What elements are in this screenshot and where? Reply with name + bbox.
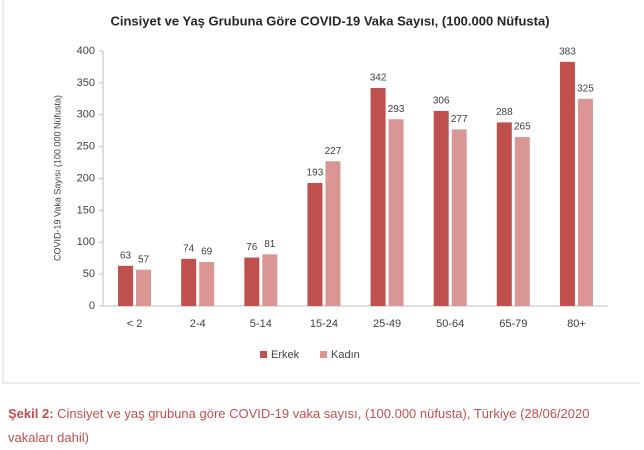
bar: [577, 98, 593, 306]
legend-label: Erkek: [271, 349, 300, 361]
bar: [244, 257, 260, 306]
value-label: 325: [577, 83, 594, 94]
y-tick-label: 300: [77, 109, 95, 121]
value-label: 193: [307, 168, 324, 179]
x-tick-label: 80+: [567, 318, 586, 330]
bar: [181, 258, 197, 306]
caption-label: Şekil 2:: [8, 406, 54, 421]
bar: [136, 269, 152, 306]
bar: [199, 262, 215, 306]
legend-label: Kadın: [331, 349, 360, 361]
y-tick-label: 50: [83, 268, 95, 280]
bar: [262, 254, 278, 306]
bar: [514, 137, 530, 306]
legend-swatch: [260, 351, 267, 358]
x-tick-label: 5-14: [250, 318, 272, 330]
bar: [370, 87, 386, 306]
chart-title: Cinsiyet ve Yaş Grubuna Göre COVID-19 Va…: [110, 13, 549, 28]
x-tick-label: 25-49: [373, 318, 401, 330]
y-axis-label: COVID-19 Vaka Sayısı (100.000 Nüfusta): [52, 95, 62, 261]
value-label: 306: [433, 96, 450, 107]
legend-swatch: [320, 351, 327, 358]
bar: [388, 119, 404, 307]
bar: [118, 265, 134, 306]
value-label: 57: [138, 254, 150, 265]
value-label: 81: [264, 239, 276, 250]
bar: [451, 129, 467, 306]
caption: Şekil 2: Cinsiyet ve yaş grubuna göre CO…: [8, 402, 633, 450]
value-label: 383: [559, 46, 576, 57]
value-label: 76: [246, 242, 258, 253]
bar: [325, 161, 341, 306]
bar: [496, 122, 512, 307]
bar: [307, 182, 323, 306]
x-tick-label: 50-64: [436, 318, 464, 330]
x-tick-label: 65-79: [499, 318, 527, 330]
y-tick-label: 150: [77, 204, 95, 216]
bar: [433, 110, 449, 306]
bar: [559, 61, 575, 307]
value-label: 69: [201, 247, 213, 258]
y-tick-label: 350: [77, 77, 95, 89]
y-tick-label: 400: [77, 45, 95, 57]
value-label: 63: [120, 250, 132, 261]
y-tick-label: 200: [77, 172, 95, 184]
value-label: 265: [514, 122, 531, 133]
value-label: 227: [325, 146, 342, 157]
chart: Cinsiyet ve Yaş Grubuna Göre COVID-19 Va…: [2, 0, 640, 384]
caption-text: Cinsiyet ve yaş grubuna göre COVID-19 va…: [8, 406, 590, 445]
value-label: 293: [388, 104, 405, 115]
value-label: 74: [183, 243, 195, 254]
y-tick-label: 0: [89, 300, 95, 312]
y-tick-label: 250: [77, 141, 95, 153]
x-tick-label: 2-4: [190, 318, 206, 330]
value-label: 342: [370, 73, 387, 84]
y-tick-label: 100: [77, 236, 95, 248]
value-label: 288: [496, 107, 513, 118]
value-label: 277: [451, 114, 468, 125]
x-tick-label: < 2: [127, 318, 143, 330]
x-tick-label: 15-24: [310, 318, 338, 330]
